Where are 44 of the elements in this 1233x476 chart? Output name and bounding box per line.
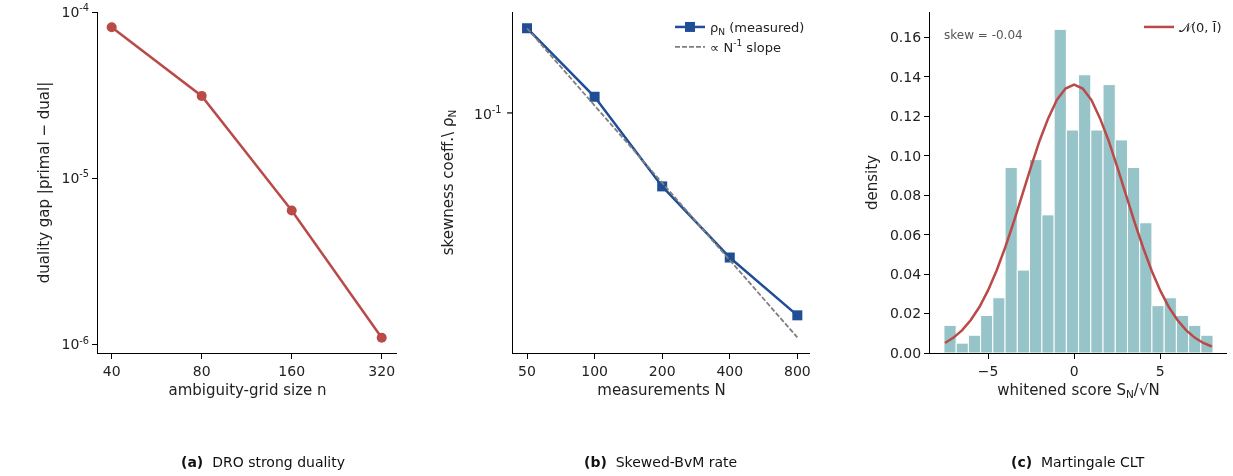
y-tick-label: 10$^{-5}$ bbox=[61, 168, 90, 187]
point bbox=[376, 332, 387, 343]
x-tick-label: 400 bbox=[716, 362, 744, 379]
y-axis-title: duality gap |primal − dual| bbox=[34, 81, 53, 284]
x-axis-title: measurements N bbox=[597, 380, 726, 399]
text: 10$^{-1}$ bbox=[474, 104, 502, 122]
y-tick-label: 0.14 bbox=[889, 68, 922, 85]
point bbox=[196, 90, 207, 101]
x-tick-label: 50 bbox=[518, 362, 536, 379]
legend-label: 𝒩(0, Ī) bbox=[1179, 20, 1222, 36]
legend-label: ρ$_{N}$ (measured) bbox=[710, 20, 805, 37]
x-tick-label: 100 bbox=[581, 362, 608, 379]
x-tick-label: −5 bbox=[977, 362, 999, 379]
point bbox=[589, 91, 600, 102]
y-tick-label: 0.04 bbox=[889, 265, 922, 282]
text: (a) DRO strong duality bbox=[181, 454, 346, 470]
y-tick-label: 0.08 bbox=[889, 187, 922, 204]
x-tick-label: 5 bbox=[1155, 362, 1165, 379]
y-tick-label: 10$^{-4}$ bbox=[61, 2, 90, 20]
x-axis-title: whitened score S$_{N}$/√N bbox=[997, 380, 1160, 401]
point bbox=[522, 23, 533, 34]
legend-label: ∝ N$^{-1}$ slope bbox=[710, 38, 781, 55]
point bbox=[286, 205, 297, 216]
text: (c) Martingale CLT bbox=[1011, 454, 1145, 470]
text: (b) Skewed-BvM rate bbox=[584, 454, 738, 470]
x-tick-label: 200 bbox=[648, 362, 676, 379]
x-tick-label: 800 bbox=[783, 362, 811, 379]
y-tick-label: 0.16 bbox=[889, 29, 922, 46]
point bbox=[792, 310, 803, 321]
x-tick-label: 320 bbox=[368, 362, 396, 379]
annotation: skew = -0.04 bbox=[944, 28, 1023, 42]
y-tick-label: 0.12 bbox=[889, 108, 922, 125]
point bbox=[106, 22, 117, 33]
y-tick-label: 0.00 bbox=[889, 344, 922, 361]
x-tick-label: 40 bbox=[102, 362, 121, 379]
x-axis-title: ambiguity-grid size n bbox=[168, 380, 327, 399]
y-tick-label: 0.06 bbox=[889, 226, 922, 243]
x-tick-label: 0 bbox=[1069, 362, 1079, 379]
y-tick-label: 0.02 bbox=[889, 305, 922, 322]
y-axis-title: density bbox=[863, 154, 882, 210]
x-tick-label: 80 bbox=[192, 362, 211, 379]
y-tick-label: 10$^{-6}$ bbox=[61, 334, 90, 353]
x-tick-label: 160 bbox=[278, 362, 306, 379]
y-tick-label: 0.10 bbox=[889, 147, 922, 164]
